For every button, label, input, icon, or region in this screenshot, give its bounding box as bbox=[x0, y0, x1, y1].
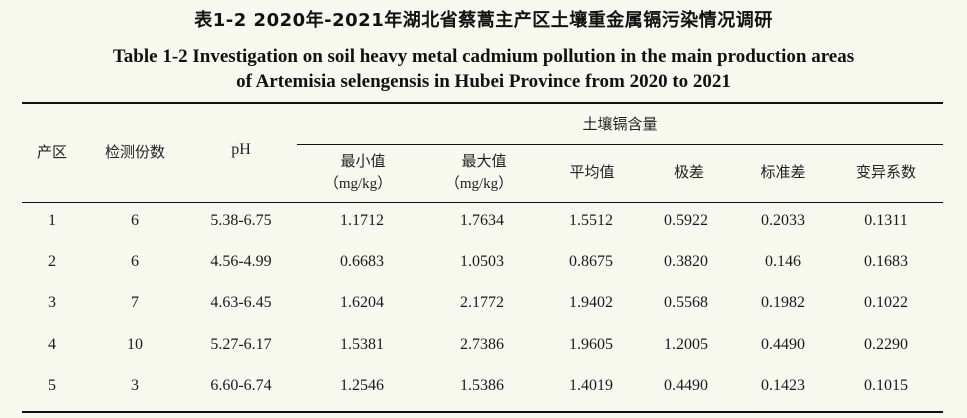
column-header-cv: 变异系数 bbox=[855, 163, 917, 181]
cell-max: 2.7386 bbox=[460, 336, 504, 353]
cell-min: 0.6683 bbox=[340, 253, 384, 270]
column-group-header-soil-cadmium: 土壤镉含量 bbox=[582, 115, 658, 133]
column-header-range: 极差 bbox=[673, 163, 705, 181]
cell-ph: 6.60-6.74 bbox=[210, 377, 272, 394]
cell-cv: 0.1683 bbox=[864, 253, 908, 270]
table-title-english-line-1: Table 1-2 Investigation on soil heavy me… bbox=[112, 46, 855, 67]
column-header-area: 产区 bbox=[36, 143, 68, 161]
column-header-ph: pH bbox=[231, 141, 251, 158]
cell-std: 0.146 bbox=[765, 253, 801, 270]
cell-max: 1.0503 bbox=[460, 253, 504, 270]
cell-range: 1.2005 bbox=[664, 336, 708, 353]
cell-area: 5 bbox=[48, 377, 56, 394]
table-title-english-line-2: of Artemisia selengensis in Hubei Provin… bbox=[236, 71, 731, 92]
table-bottom-rule bbox=[22, 411, 943, 413]
cell-std: 0.1982 bbox=[761, 294, 805, 311]
table-title-english: Table 1-2 Investigation on soil heavy me… bbox=[0, 44, 967, 94]
column-header-min-unit: （mg/kg） bbox=[323, 176, 393, 192]
cell-area: 2 bbox=[48, 253, 56, 270]
cell-range: 0.5922 bbox=[664, 212, 708, 229]
cell-cv: 0.1311 bbox=[864, 212, 908, 229]
cell-ph: 4.63-6.45 bbox=[210, 294, 272, 311]
cell-std: 0.4490 bbox=[761, 336, 805, 353]
cell-min: 1.1712 bbox=[340, 212, 384, 229]
cell-range: 0.5568 bbox=[664, 294, 708, 311]
cell-min: 1.2546 bbox=[340, 377, 384, 394]
cell-mean: 1.5512 bbox=[569, 212, 613, 229]
table-top-rule bbox=[22, 102, 943, 104]
column-header-mean: 平均值 bbox=[569, 163, 615, 181]
cell-samples: 10 bbox=[127, 336, 143, 353]
cell-area: 4 bbox=[48, 336, 56, 353]
cell-mean: 1.4019 bbox=[569, 377, 613, 394]
cell-ph: 4.56-4.99 bbox=[210, 253, 272, 270]
header-bottom-rule bbox=[22, 202, 943, 203]
cell-mean: 0.8675 bbox=[569, 253, 613, 270]
cell-area: 3 bbox=[48, 294, 56, 311]
table-title-chinese: 表1-2 2020年-2021年湖北省蔡蒿主产区土壤重金属镉污染情况调研 bbox=[194, 10, 773, 31]
cell-samples: 6 bbox=[131, 253, 139, 270]
cell-range: 0.4490 bbox=[664, 377, 708, 394]
cell-samples: 3 bbox=[131, 377, 139, 394]
cell-min: 1.6204 bbox=[340, 294, 384, 311]
cell-ph: 5.27-6.17 bbox=[210, 336, 272, 353]
cell-max: 1.7634 bbox=[460, 212, 504, 229]
cell-samples: 7 bbox=[131, 294, 139, 311]
column-header-max: 最大值 bbox=[461, 152, 507, 170]
column-header-std: 标准差 bbox=[760, 163, 806, 181]
cell-samples: 6 bbox=[131, 212, 139, 229]
cell-max: 1.5386 bbox=[460, 377, 504, 394]
cell-mean: 1.9402 bbox=[569, 294, 613, 311]
cell-area: 1 bbox=[48, 212, 56, 229]
cell-cv: 0.1015 bbox=[864, 377, 908, 394]
cell-std: 0.1423 bbox=[761, 377, 805, 394]
column-header-max-unit: （mg/kg） bbox=[444, 176, 514, 192]
column-header-samples: 检测份数 bbox=[104, 143, 166, 161]
cell-cv: 0.2290 bbox=[864, 336, 908, 353]
cell-max: 2.1772 bbox=[460, 294, 504, 311]
cell-cv: 0.1022 bbox=[864, 294, 908, 311]
group-header-rule bbox=[297, 144, 943, 145]
cell-mean: 1.9605 bbox=[569, 336, 613, 353]
cell-min: 1.5381 bbox=[340, 336, 384, 353]
cell-range: 0.3820 bbox=[664, 253, 708, 270]
cell-std: 0.2033 bbox=[761, 212, 805, 229]
cell-ph: 5.38-6.75 bbox=[210, 212, 272, 229]
column-header-min: 最小值 bbox=[340, 152, 386, 170]
